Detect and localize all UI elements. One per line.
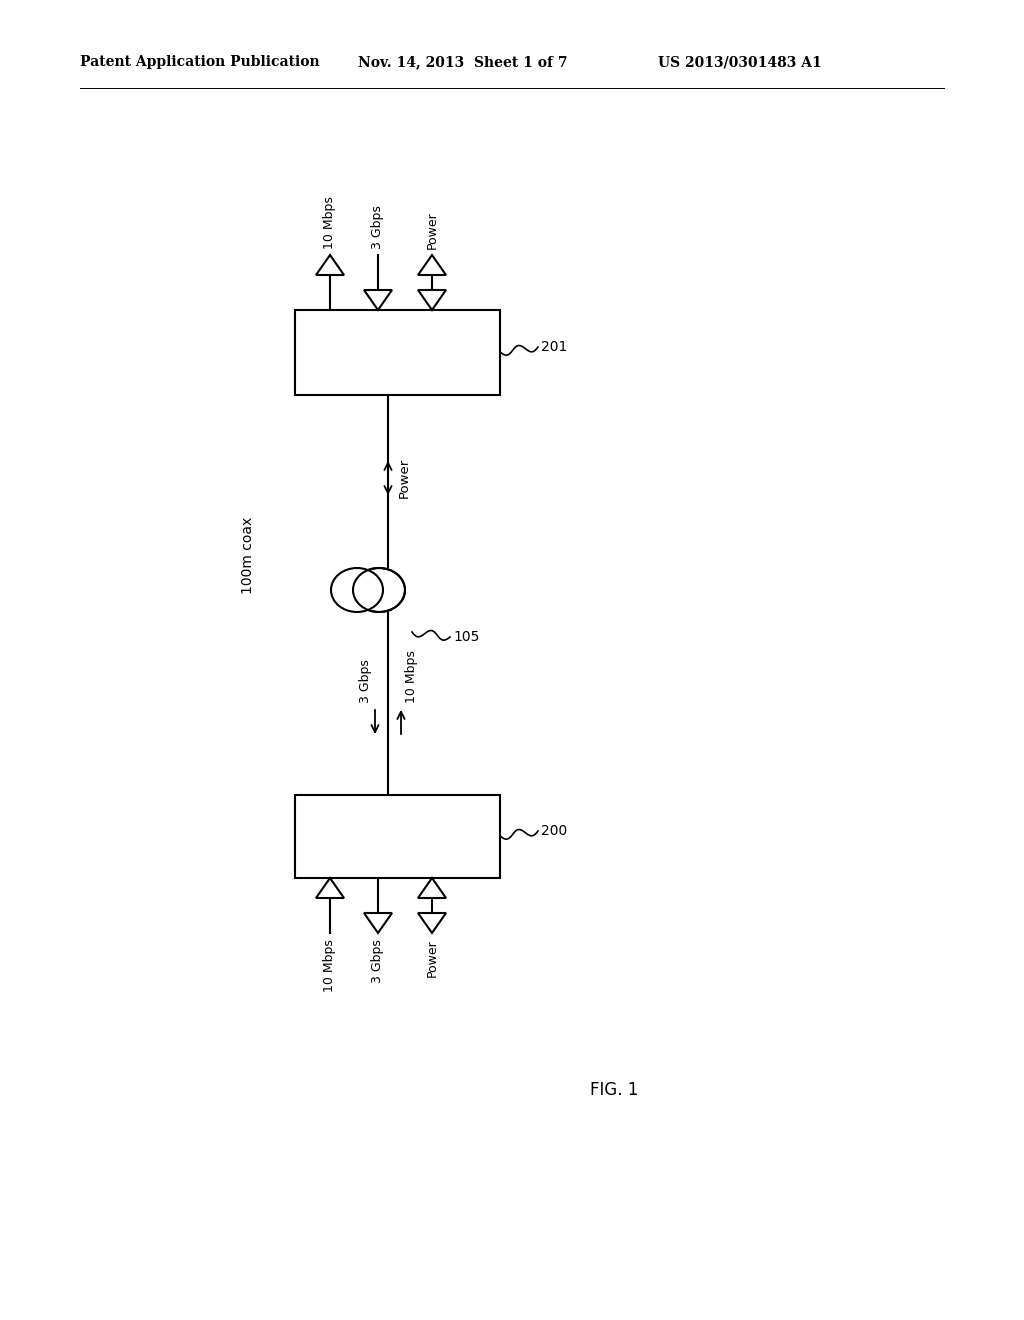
Polygon shape — [418, 290, 446, 310]
Polygon shape — [418, 913, 446, 933]
Polygon shape — [364, 913, 392, 933]
Ellipse shape — [331, 568, 383, 612]
Text: 10 Mbps: 10 Mbps — [324, 939, 337, 991]
Polygon shape — [364, 290, 392, 310]
Text: 100m coax: 100m coax — [241, 516, 255, 594]
Polygon shape — [316, 255, 344, 275]
Text: 201: 201 — [541, 341, 567, 354]
Text: 3 Gbps: 3 Gbps — [372, 205, 384, 249]
Text: Nov. 14, 2013  Sheet 1 of 7: Nov. 14, 2013 Sheet 1 of 7 — [358, 55, 567, 69]
Polygon shape — [418, 878, 446, 898]
Polygon shape — [316, 878, 344, 898]
Text: Power: Power — [426, 939, 438, 977]
Bar — [295, 795, 500, 878]
Ellipse shape — [353, 568, 406, 612]
Text: 10 Mbps: 10 Mbps — [404, 651, 418, 704]
Bar — [295, 310, 500, 395]
Text: 3 Gbps: 3 Gbps — [358, 659, 372, 704]
Text: 200: 200 — [541, 824, 567, 838]
Text: US 2013/0301483 A1: US 2013/0301483 A1 — [658, 55, 821, 69]
Text: Patent Application Publication: Patent Application Publication — [80, 55, 319, 69]
Text: FIG. 1: FIG. 1 — [590, 1081, 638, 1100]
Text: Power: Power — [426, 211, 438, 249]
Text: 105: 105 — [453, 630, 479, 644]
Text: 3 Gbps: 3 Gbps — [372, 939, 384, 983]
Polygon shape — [418, 255, 446, 275]
Text: 10 Mbps: 10 Mbps — [324, 197, 337, 249]
Text: Power: Power — [398, 458, 411, 498]
